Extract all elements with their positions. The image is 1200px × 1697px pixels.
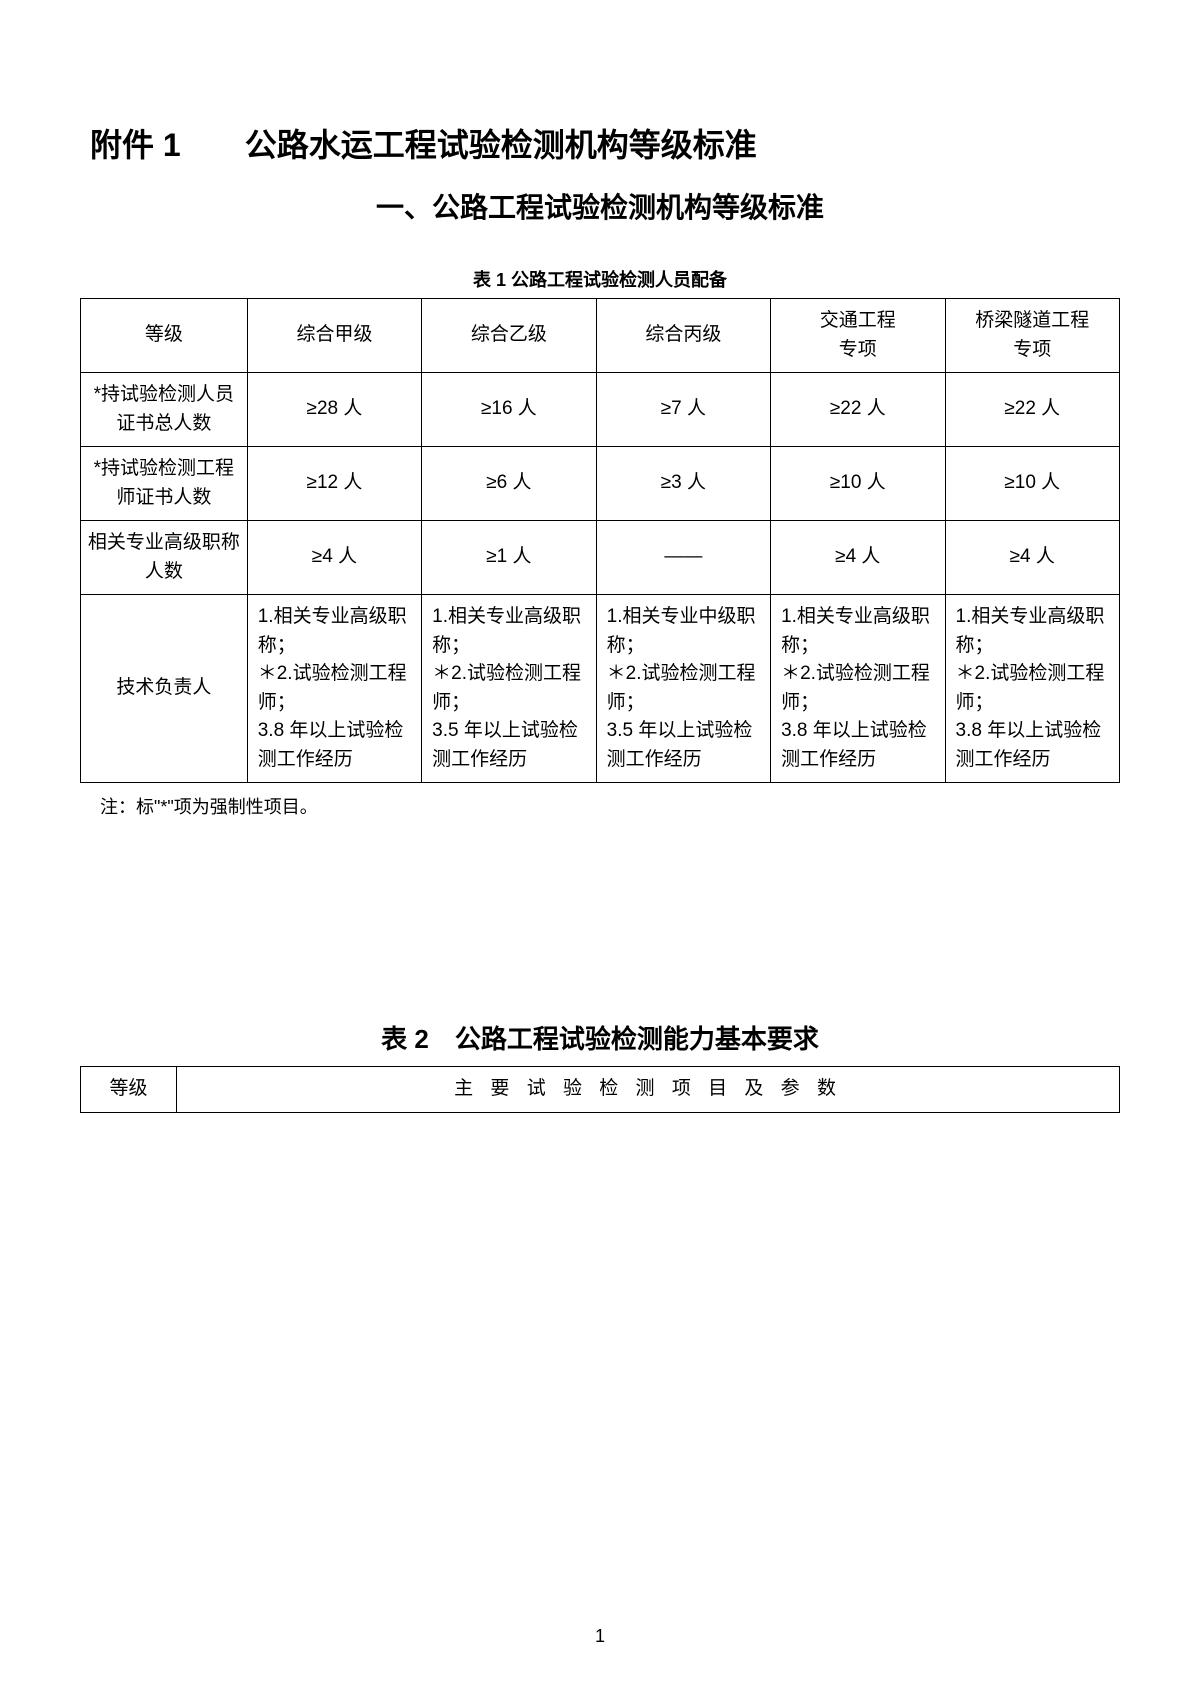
table1-cell: ≥6 人 [422,447,596,521]
table1-header-c1: 综合甲级 [247,299,421,373]
table1-header-c0: 等级 [81,299,248,373]
table1-cell: ≥4 人 [771,521,945,595]
table1-cell: ≥3 人 [596,447,770,521]
table1: 等级 综合甲级 综合乙级 综合丙级 交通工程专项 桥梁隧道工程专项 *持试验检测… [80,298,1120,783]
table2: 等级 主 要 试 验 检 测 项 目 及 参 数 [80,1066,1120,1113]
page-number: 1 [0,1626,1200,1647]
table1-cell: —— [596,521,770,595]
table1-row: 相关专业高级职称人数 ≥4 人 ≥1 人 —— ≥4 人 ≥4 人 [81,521,1120,595]
table1-row-label: 相关专业高级职称人数 [81,521,248,595]
table1-cell: ≥16 人 [422,373,596,447]
table1-note: 注：标"*"项为强制性项目。 [100,793,1120,819]
main-title: 附件 1 公路水运工程试验检测机构等级标准 [90,120,1120,166]
table1-cell: ≥4 人 [945,521,1119,595]
table2-header-c0: 等级 [81,1067,177,1113]
table1-row-label: *持试验检测人员证书总人数 [81,373,248,447]
table1-cell: 1.相关专业高级职称；＊2.试验检测工程师；3.8 年以上试验检测工作经历 [771,595,945,783]
table1-cell: ≥22 人 [771,373,945,447]
table1-header-c5: 桥梁隧道工程专项 [945,299,1119,373]
table1-cell: ≥1 人 [422,521,596,595]
table1-cell: ≥4 人 [247,521,421,595]
table1-row-label: *持试验检测工程师证书人数 [81,447,248,521]
table1-header-c3: 综合丙级 [596,299,770,373]
table1-header-c2: 综合乙级 [422,299,596,373]
table1-row-label: 技术负责人 [81,595,248,783]
table1-row: 技术负责人 1.相关专业高级职称；＊2.试验检测工程师；3.8 年以上试验检测工… [81,595,1120,783]
table1-cell: ≥12 人 [247,447,421,521]
table1-cell: ≥10 人 [945,447,1119,521]
table1-cell: ≥7 人 [596,373,770,447]
table2-title: 表 2 公路工程试验检测能力基本要求 [80,1019,1120,1056]
table1-caption: 表 1 公路工程试验检测人员配备 [80,266,1120,292]
table1-cell: ≥22 人 [945,373,1119,447]
table1-cell: 1.相关专业高级职称；＊2.试验检测工程师；3.8 年以上试验检测工作经历 [945,595,1119,783]
table1-cell: 1.相关专业高级职称；＊2.试验检测工程师；3.8 年以上试验检测工作经历 [247,595,421,783]
table1-cell: 1.相关专业高级职称；＊2.试验检测工程师；3.5 年以上试验检测工作经历 [422,595,596,783]
sub-title: 一、公路工程试验检测机构等级标准 [80,186,1120,226]
table1-cell: ≥10 人 [771,447,945,521]
table1-header-row: 等级 综合甲级 综合乙级 综合丙级 交通工程专项 桥梁隧道工程专项 [81,299,1120,373]
table2-header-c1: 主 要 试 验 检 测 项 目 及 参 数 [177,1067,1120,1113]
table2-header-row: 等级 主 要 试 验 检 测 项 目 及 参 数 [81,1067,1120,1113]
table1-cell: ≥28 人 [247,373,421,447]
table1-header-c4: 交通工程专项 [771,299,945,373]
table1-row: *持试验检测工程师证书人数 ≥12 人 ≥6 人 ≥3 人 ≥10 人 ≥10 … [81,447,1120,521]
table1-cell: 1.相关专业中级职称；＊2.试验检测工程师；3.5 年以上试验检测工作经历 [596,595,770,783]
table1-row: *持试验检测人员证书总人数 ≥28 人 ≥16 人 ≥7 人 ≥22 人 ≥22… [81,373,1120,447]
